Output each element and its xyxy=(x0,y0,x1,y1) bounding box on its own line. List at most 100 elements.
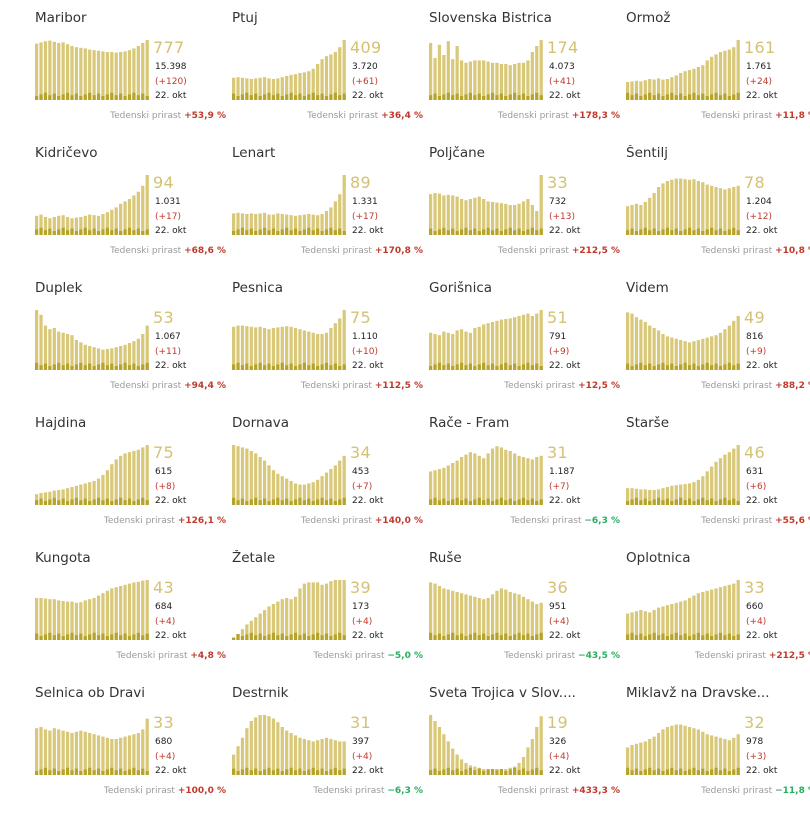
spark-bar xyxy=(718,587,723,640)
municipality-name: Hajdina xyxy=(35,415,87,431)
spark-bar-new xyxy=(276,635,280,640)
spark-bar-new xyxy=(442,365,446,370)
spark-bar-new xyxy=(333,767,337,775)
spark-bar-new xyxy=(258,500,262,505)
spark-bar xyxy=(333,465,337,505)
weekly-growth-label: Tedenski prirast xyxy=(313,651,385,661)
spark-bar-new xyxy=(446,230,450,235)
spark-bar-new xyxy=(258,771,262,775)
spark-bar-new xyxy=(661,229,665,235)
date-label: 22. okt xyxy=(155,361,187,371)
spark-bar-new xyxy=(670,634,674,640)
spark-bar-new xyxy=(316,366,320,370)
spark-bar xyxy=(504,589,508,640)
spark-bar-new xyxy=(145,96,149,100)
spark-bar xyxy=(652,610,656,640)
weekly-growth-value: +88,2 % xyxy=(775,381,810,391)
spark-bar xyxy=(79,730,83,775)
spark-bar xyxy=(670,337,674,370)
sparkline-chart xyxy=(35,175,149,235)
spark-bar xyxy=(674,178,678,235)
spark-bar xyxy=(692,482,696,505)
spark-bar xyxy=(634,317,639,370)
spark-bar-new xyxy=(679,231,683,235)
spark-bar xyxy=(714,461,718,505)
spark-bar-new xyxy=(289,501,293,505)
spark-bar xyxy=(333,740,337,775)
date-label: 22. okt xyxy=(352,226,384,236)
spark-bar xyxy=(486,323,490,370)
spark-bar xyxy=(661,606,665,640)
spark-bar xyxy=(736,185,740,235)
spark-bar-new xyxy=(333,230,337,235)
spark-bar-new xyxy=(57,500,61,505)
spark-bar-new xyxy=(316,499,320,505)
spark-bar xyxy=(39,214,43,235)
spark-bar xyxy=(127,199,132,235)
spark-bar xyxy=(513,453,517,505)
spark-bar xyxy=(329,739,333,775)
spark-bar xyxy=(57,600,61,640)
spark-bar xyxy=(74,602,79,640)
spark-bar-new xyxy=(289,767,293,775)
spark-bar-new xyxy=(648,92,652,100)
spark-bar xyxy=(464,454,468,505)
spark-bar xyxy=(433,334,437,370)
spark-bar-new xyxy=(136,95,140,100)
spark-bar-new xyxy=(123,633,127,640)
spark-bar-new xyxy=(79,229,83,235)
spark-bar-new xyxy=(643,636,647,640)
spark-bar xyxy=(661,183,665,235)
municipality-panel: Ormož 161 1.761 (+24) 22. okt Tedenski priras… xyxy=(626,10,810,140)
weekly-growth-label: Tedenski prirast xyxy=(307,111,379,121)
spark-bar-new xyxy=(723,93,727,100)
spark-bar-new xyxy=(723,231,727,235)
weekly-growth: Tedenski prirast −6,3 % xyxy=(313,786,423,796)
spark-bar-new xyxy=(101,96,105,100)
spark-bar xyxy=(311,482,315,505)
spark-bar xyxy=(43,598,48,640)
spark-bar xyxy=(141,185,145,235)
spark-bar-new xyxy=(267,634,271,640)
spark-bar-new xyxy=(665,365,670,370)
spark-bar xyxy=(473,596,477,640)
spark-bar-new xyxy=(526,229,530,235)
spark-bar xyxy=(468,61,473,100)
spark-bar-new xyxy=(35,771,39,775)
spark-bar xyxy=(626,312,630,370)
spark-bar-new xyxy=(329,498,333,505)
spark-bar xyxy=(429,43,433,100)
spark-bar-new xyxy=(271,632,276,640)
spark-bar xyxy=(665,181,670,235)
spark-bar-new xyxy=(508,227,512,235)
spark-bar-new xyxy=(293,228,298,235)
spark-bar-new xyxy=(316,95,320,100)
spark-bar xyxy=(110,348,114,370)
weekly-growth-value: −6,3 % xyxy=(584,516,620,526)
spark-bar xyxy=(714,187,718,235)
spark-bar-new xyxy=(513,92,517,100)
spark-bar-new xyxy=(513,634,517,640)
spark-bar-new xyxy=(254,364,258,370)
spark-bar-new xyxy=(110,767,114,775)
spark-bar xyxy=(736,316,740,370)
spark-bar xyxy=(254,327,258,370)
spark-bar-new xyxy=(236,229,240,235)
spark-bar xyxy=(136,46,140,100)
spark-bar xyxy=(240,77,245,100)
spark-bar-new xyxy=(634,231,639,235)
spark-bar xyxy=(245,78,249,100)
spark-bar-new xyxy=(141,497,145,505)
spark-bar xyxy=(293,74,298,100)
spark-bar-new xyxy=(123,96,127,100)
spark-bar-new xyxy=(718,95,723,100)
spark-bar-new xyxy=(61,769,65,775)
spark-bar-new xyxy=(442,227,446,235)
spark-bar xyxy=(459,759,464,775)
spark-bar xyxy=(289,74,293,100)
spark-bar xyxy=(280,214,284,235)
weekly-growth-value: +12,5 % xyxy=(578,381,620,391)
spark-bar xyxy=(526,60,530,100)
spark-bar-new xyxy=(665,636,670,640)
spark-bar xyxy=(723,586,727,640)
